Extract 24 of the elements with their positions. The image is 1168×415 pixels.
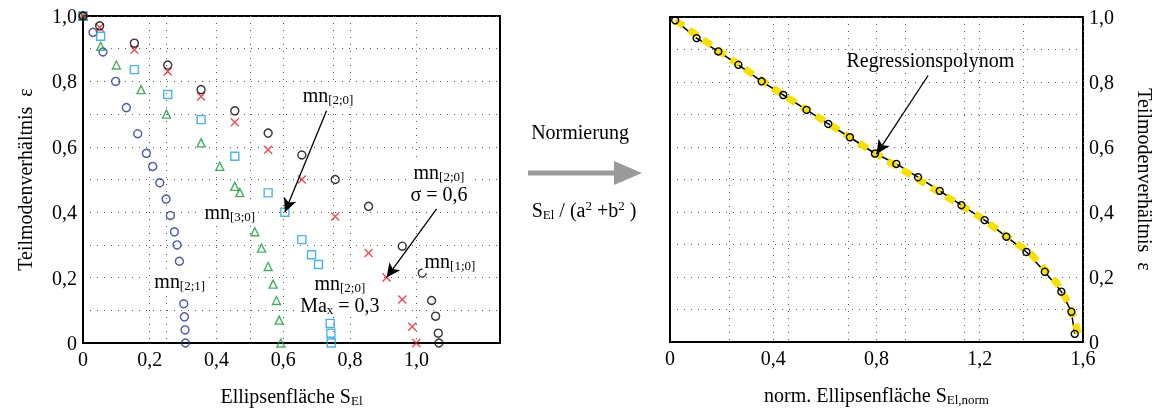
x-tick-label: 0,8 <box>337 348 363 370</box>
y-tick-label: 0 <box>67 332 77 354</box>
annotation: Regressionspolynom <box>846 49 1015 73</box>
y-axis-title: Teilmodenverhältnis ε <box>1134 88 1156 271</box>
x-tick-label: 0,8 <box>864 347 889 369</box>
y-tick-label: 1,0 <box>1089 6 1114 28</box>
x-tick-label: 0,4 <box>203 348 229 370</box>
y-axis-title: Teilmodenverhältnis ε <box>14 88 36 271</box>
x-tick-label: 0,6 <box>270 348 296 370</box>
y-tick-label: 0,2 <box>1089 266 1114 288</box>
y-tick-label: 0,8 <box>52 70 77 93</box>
x-tick-label: 1,0 <box>404 348 430 370</box>
x-tick-label: 1,2 <box>967 347 993 369</box>
x-tick-label: 0,2 <box>137 348 163 370</box>
x-tick-label: 0,4 <box>760 347 786 369</box>
x-tick-label: 0 <box>665 347 675 369</box>
text: Normierung <box>531 121 629 144</box>
y-tick-label: 1,0 <box>52 5 77 27</box>
y-tick-label: 0,6 <box>52 135 77 158</box>
y-tick-label: 0,6 <box>1089 136 1114 158</box>
y-tick-label: 0,4 <box>1089 201 1114 223</box>
y-tick-label: 0,8 <box>1089 71 1114 93</box>
y-tick-label: 0,2 <box>52 266 77 289</box>
y-tick-label: 0,4 <box>52 201 77 224</box>
